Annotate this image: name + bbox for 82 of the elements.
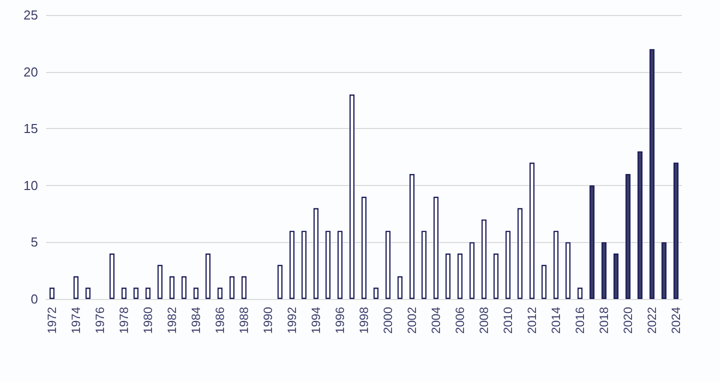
x-tick-label: 2008: [477, 306, 491, 334]
y-tick-label: 0: [30, 292, 38, 306]
x-tick-label: 2014: [549, 306, 563, 334]
bar: [650, 49, 654, 299]
bar: [194, 288, 198, 299]
bar: [158, 264, 162, 299]
bar: [206, 254, 210, 299]
x-tick-label: 1972: [45, 306, 59, 334]
x-tick-label: 2018: [597, 306, 611, 334]
x-tick-label: 1994: [309, 306, 323, 334]
x-tick-label: 2012: [525, 306, 539, 334]
bar: [86, 288, 90, 299]
y-tick-label: 25: [24, 8, 38, 22]
bar: [566, 242, 570, 299]
bar: [290, 230, 294, 299]
bar: [458, 254, 462, 299]
bar: [110, 254, 114, 299]
bar: [146, 288, 150, 299]
bar: [170, 276, 174, 299]
bar: [674, 162, 678, 299]
bar: [530, 162, 534, 299]
bar: [410, 174, 414, 299]
bar: [590, 185, 594, 299]
y-tick-label: 15: [24, 121, 38, 136]
bar: [518, 208, 522, 299]
bar: [350, 94, 354, 299]
x-tick-label: 1988: [237, 306, 251, 334]
bar: [134, 288, 138, 299]
bar: [302, 230, 306, 299]
bar: [542, 264, 546, 299]
bar: [614, 254, 618, 299]
bar: [494, 254, 498, 299]
x-tick-label: 1984: [189, 306, 203, 334]
x-tick-label: 1986: [213, 306, 227, 334]
bar: [182, 276, 186, 299]
x-tick-label: 2016: [573, 306, 587, 334]
bar: [242, 276, 246, 299]
bar: [662, 242, 666, 299]
x-tick-label: 1990: [261, 306, 275, 334]
x-tick-label: 1982: [165, 306, 179, 334]
x-tick-label: 2000: [381, 306, 395, 334]
x-tick-label: 2024: [669, 306, 683, 334]
bar: [470, 242, 474, 299]
bar: [122, 288, 126, 299]
bar: [50, 288, 54, 299]
bar: [74, 276, 78, 299]
bar: [386, 230, 390, 299]
x-tick-label: 1980: [141, 306, 155, 334]
bar: [626, 174, 630, 299]
x-tick-label: 1978: [117, 306, 131, 334]
x-tick-label: 2006: [453, 306, 467, 334]
x-tick-label: 2010: [501, 306, 515, 334]
x-tick-label: 2022: [645, 306, 659, 334]
bar: [434, 196, 438, 299]
x-tick-label: 1998: [357, 306, 371, 334]
x-tick-label: 2002: [405, 306, 419, 334]
bar: [338, 230, 342, 299]
y-tick-label: 20: [24, 64, 38, 80]
bar: [362, 196, 366, 299]
bar: [230, 276, 234, 299]
bar: [218, 288, 222, 299]
bar: [638, 151, 642, 299]
x-tick-label: 2020: [621, 306, 635, 334]
bar: [278, 264, 282, 299]
x-tick-label: 2004: [429, 306, 443, 334]
bar: [506, 230, 510, 299]
x-tick-label: 1992: [285, 306, 299, 334]
bar: [446, 254, 450, 299]
bar: [554, 230, 558, 299]
bar: [602, 242, 606, 299]
bar: [314, 208, 318, 299]
bar: [482, 219, 486, 299]
x-tick-label: 1996: [333, 306, 347, 334]
y-tick-label: 10: [24, 178, 38, 193]
y-tick-label: 5: [30, 234, 38, 250]
bar: [374, 288, 378, 299]
bar: [326, 230, 330, 299]
x-tick-label: 1974: [69, 306, 83, 334]
x-tick-label: 1976: [93, 306, 107, 334]
bar: [422, 230, 426, 299]
bar: [398, 276, 402, 299]
bar: [578, 288, 582, 299]
